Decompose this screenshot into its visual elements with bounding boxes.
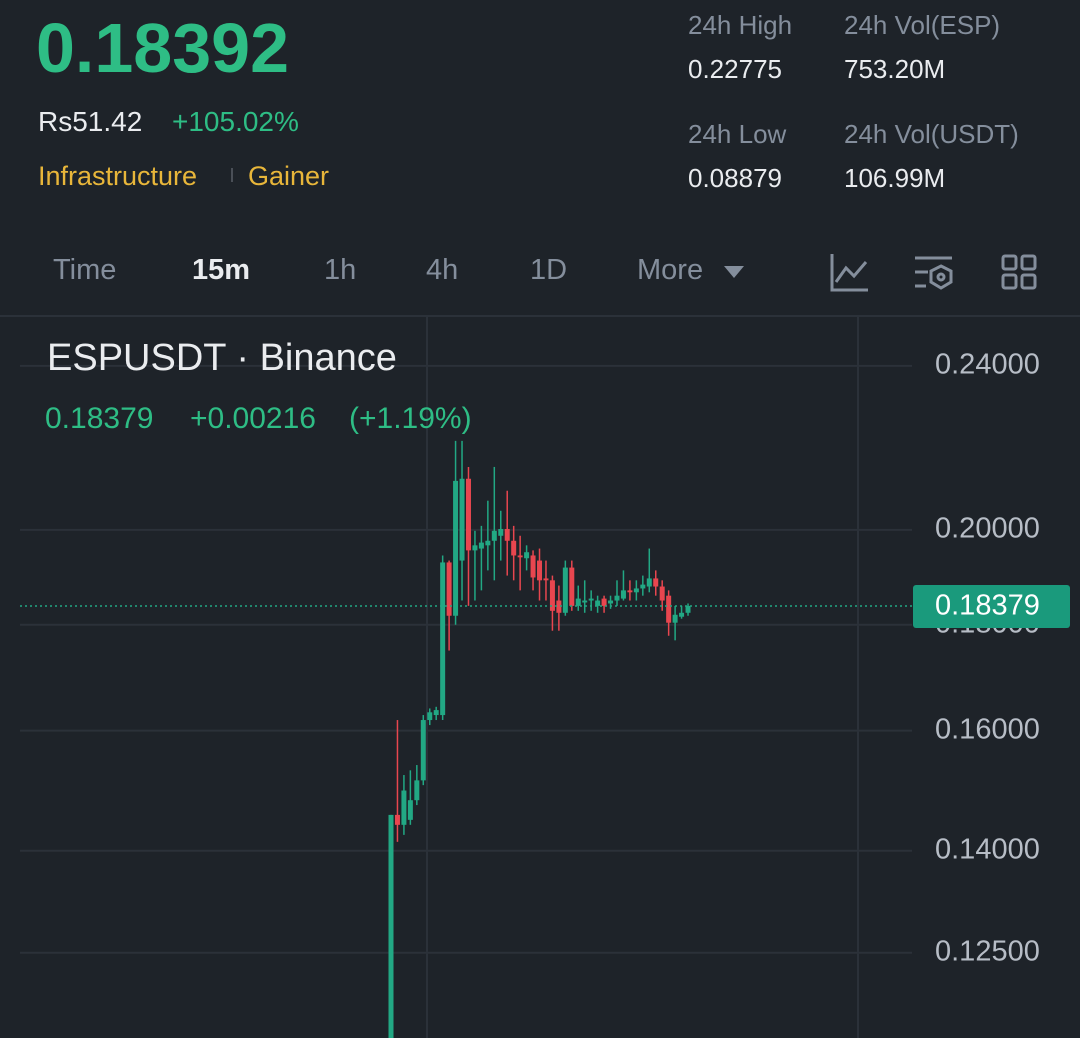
candle-body bbox=[608, 600, 614, 604]
y-tick-label: 0.14000 bbox=[935, 833, 1040, 865]
candle-body bbox=[582, 600, 588, 603]
candle-body bbox=[620, 590, 626, 599]
candle-body bbox=[465, 478, 471, 551]
candle-body bbox=[530, 555, 536, 578]
local-price: Rs51.42 bbox=[38, 106, 143, 137]
candle-body bbox=[472, 545, 478, 551]
candle-body bbox=[562, 567, 568, 613]
candle-body bbox=[517, 555, 523, 558]
stat-label: 24h Vol(USDT) bbox=[844, 119, 1019, 149]
candle-body bbox=[569, 567, 575, 606]
last-price-tag bbox=[913, 584, 1070, 628]
stat-label: 24h High bbox=[688, 10, 793, 40]
layout-icon[interactable] bbox=[1001, 254, 1037, 290]
stat-value: 753.20M bbox=[844, 54, 946, 84]
settings-icon[interactable] bbox=[915, 256, 953, 290]
candle-body bbox=[685, 605, 691, 613]
candle-body bbox=[653, 578, 659, 587]
last-price-label: 0.18379 bbox=[935, 590, 1040, 622]
candle-body bbox=[401, 790, 407, 825]
candle-body bbox=[666, 595, 672, 623]
candle-body bbox=[459, 478, 465, 561]
chart-title: ESPUSDT · Binance bbox=[47, 337, 397, 379]
candle-body bbox=[627, 590, 633, 593]
tag-separator bbox=[231, 168, 233, 182]
y-tick-label: 0.12500 bbox=[935, 935, 1040, 967]
timeframe-tab[interactable]: More bbox=[637, 254, 704, 286]
candle-body bbox=[672, 614, 678, 623]
candle-body bbox=[543, 578, 549, 581]
candle-body bbox=[420, 720, 426, 781]
candle-body bbox=[433, 710, 439, 716]
y-tick-label: 0.24000 bbox=[935, 349, 1040, 381]
legend-change-pct: (+1.19%) bbox=[349, 402, 472, 435]
candle-body bbox=[524, 552, 530, 559]
candle-body bbox=[491, 530, 497, 541]
timeframe-tab[interactable]: Time bbox=[53, 254, 117, 286]
candle-body bbox=[498, 529, 504, 536]
candle-body bbox=[440, 562, 446, 716]
y-tick-label: 0.16000 bbox=[935, 713, 1040, 745]
legend-close: 0.18379 bbox=[45, 402, 153, 435]
tag[interactable]: Infrastructure bbox=[38, 161, 198, 191]
candle-body bbox=[659, 586, 665, 601]
tag[interactable]: Gainer bbox=[248, 161, 330, 191]
timeframe-tab[interactable]: 1D bbox=[530, 254, 568, 286]
candle-body bbox=[575, 598, 581, 606]
stat-value: 0.22775 bbox=[688, 54, 782, 84]
candle-body bbox=[485, 540, 491, 546]
candle-body bbox=[394, 814, 400, 825]
legend-change: +0.00216 bbox=[190, 402, 316, 435]
candle-body bbox=[504, 529, 510, 541]
stat-label: 24h Low bbox=[688, 119, 787, 149]
candle-body bbox=[588, 598, 594, 601]
candle-body bbox=[549, 580, 555, 611]
dropdown-arrow bbox=[724, 266, 744, 278]
candle-body bbox=[633, 588, 639, 593]
candle-body bbox=[537, 560, 543, 581]
candle-body bbox=[646, 578, 652, 587]
candle-body bbox=[556, 600, 562, 613]
candle-body bbox=[453, 480, 459, 616]
candle-body bbox=[679, 612, 685, 617]
candle-body bbox=[601, 598, 607, 606]
candle-body bbox=[427, 712, 433, 721]
y-tick-label: 0.20000 bbox=[935, 513, 1040, 545]
candle-body bbox=[614, 595, 620, 601]
candle-body bbox=[388, 814, 394, 1038]
candle-body bbox=[414, 780, 420, 801]
last-price: 0.18392 bbox=[36, 9, 290, 87]
indicator-icon[interactable] bbox=[830, 254, 868, 292]
price-change: +105.02% bbox=[172, 106, 299, 137]
timeframe-tab[interactable]: 4h bbox=[426, 254, 459, 286]
stat-value: 0.08879 bbox=[688, 163, 782, 193]
candle-body bbox=[640, 584, 646, 589]
candle-body bbox=[446, 562, 452, 616]
candle-body bbox=[511, 540, 517, 556]
stat-value: 106.99M bbox=[844, 163, 946, 193]
candle-body bbox=[595, 600, 601, 606]
candle-body bbox=[478, 542, 484, 549]
timeframe-tab[interactable]: 1h bbox=[324, 254, 357, 286]
timeframe-tab[interactable]: 15m bbox=[192, 254, 251, 286]
candle-body bbox=[407, 800, 413, 820]
stat-label: 24h Vol(ESP) bbox=[844, 10, 1001, 40]
